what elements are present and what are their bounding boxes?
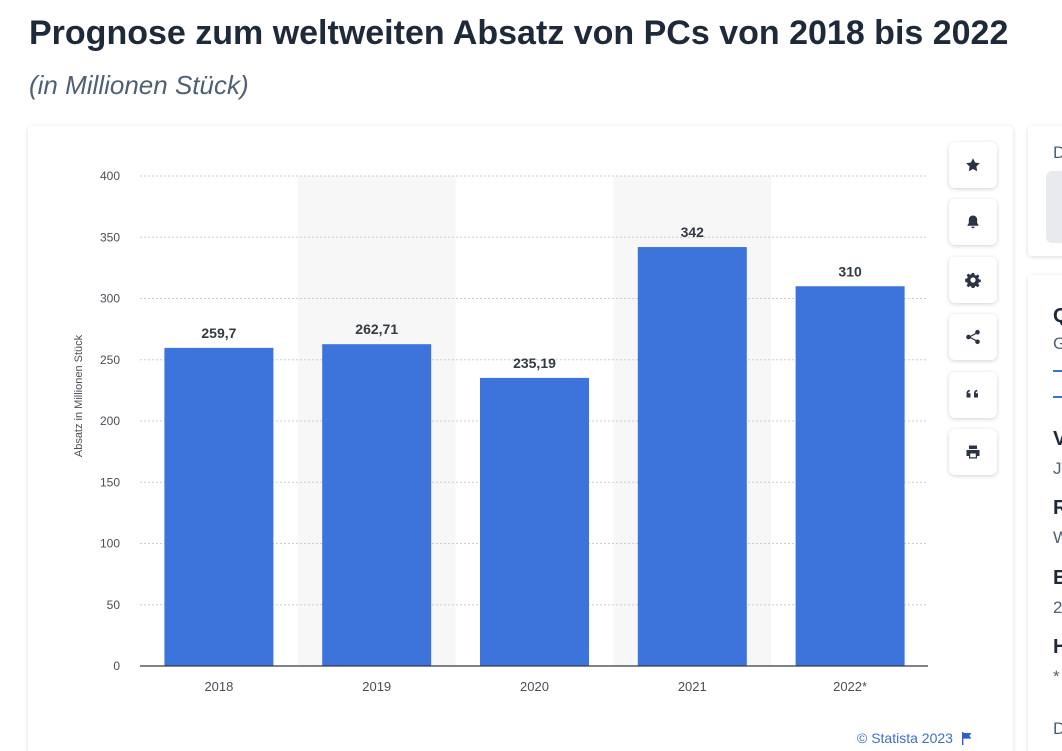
y-axis-label: Absatz in Millionen Stück [73, 334, 85, 457]
credit-text: © Statista 2023 [857, 730, 953, 746]
y-tick-label: 300 [100, 292, 120, 306]
data-label: 262,71 [355, 321, 398, 337]
side-row-value: 2 [1053, 598, 1062, 617]
side-row-head: E [1053, 567, 1062, 589]
side-row-value: * [1053, 667, 1060, 686]
y-tick-label: 100 [100, 537, 120, 551]
y-tick-label: 50 [107, 598, 121, 612]
side-bottom-letter: D [1053, 719, 1062, 738]
y-tick-label: 350 [100, 230, 120, 244]
y-tick-label: 0 [113, 659, 120, 673]
y-tick-label: 200 [100, 414, 120, 428]
side-heading-sub[interactable]: G [1053, 334, 1062, 353]
x-tick-label: 2022* [833, 679, 867, 694]
data-label: 259,7 [201, 325, 236, 341]
statista-credit-link[interactable]: © Statista 2023 [857, 730, 972, 746]
y-tick-label: 150 [100, 475, 120, 489]
quote-icon [966, 389, 978, 398]
data-label: 342 [681, 224, 705, 240]
cite-button[interactable] [949, 372, 997, 418]
side-heading: Q [1053, 305, 1062, 327]
y-tick-label: 250 [100, 353, 120, 367]
side-top-letter: D [1053, 143, 1062, 162]
side-download-block[interactable] [1046, 171, 1062, 243]
side-row-value: Ju [1053, 459, 1062, 478]
x-tick-label: 2019 [362, 679, 391, 694]
data-label: 310 [838, 263, 862, 279]
share-button[interactable] [949, 314, 997, 360]
bar [322, 344, 432, 666]
y-tick-label: 400 [100, 169, 120, 183]
side-row-value: W [1053, 528, 1062, 547]
bar-chart: 0 50 100 150 200 250 300 350 400 259,7 262,71 235,… [73, 169, 928, 694]
x-tick-label: 2020 [520, 679, 549, 694]
share-icon [966, 329, 980, 345]
print-button[interactable] [949, 429, 997, 475]
x-tick-label: 2018 [204, 679, 233, 694]
flag-icon [961, 731, 972, 745]
page-title: Prognose zum weltweiten Absatz von PCs v… [29, 14, 1009, 52]
bar [164, 347, 274, 666]
side-divider [1053, 370, 1062, 372]
data-label: 235,19 [513, 355, 556, 371]
bar [795, 286, 905, 666]
side-panel-info [1028, 275, 1062, 751]
x-tick-label: 2021 [678, 679, 707, 694]
page-subtitle: (in Millionen Stück) [29, 70, 249, 100]
side-row-head: R [1053, 497, 1062, 519]
side-row-head: H [1053, 636, 1062, 658]
notification-button[interactable] [949, 199, 997, 245]
bell-icon [967, 215, 979, 229]
side-row-head: V [1053, 428, 1062, 450]
bar [637, 247, 747, 667]
gear-icon [965, 273, 981, 288]
side-divider [1053, 396, 1062, 398]
favorite-button[interactable] [949, 142, 997, 188]
chart-card: 0 50 100 150 200 250 300 350 400 259,7 262,71 235,… [28, 126, 1013, 751]
settings-button[interactable] [949, 257, 997, 303]
bar [480, 377, 589, 666]
star-icon [966, 158, 980, 172]
print-icon [966, 445, 980, 459]
